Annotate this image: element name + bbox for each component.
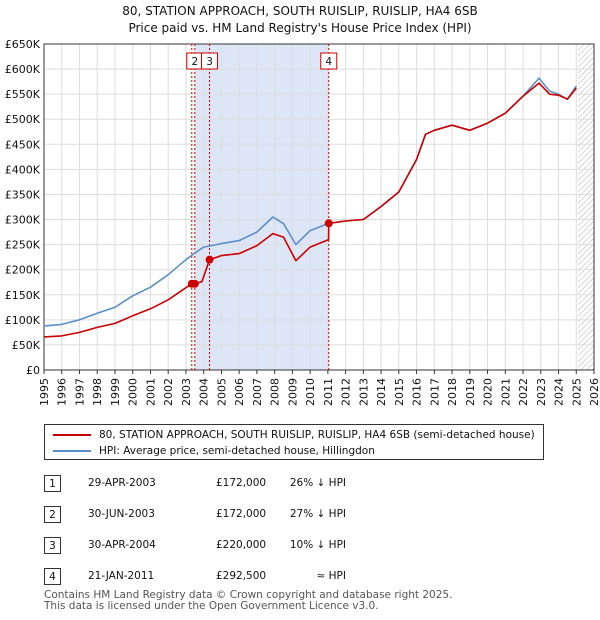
x-tick-label: 2019	[464, 378, 477, 406]
x-tick-label: 2007	[251, 378, 264, 406]
x-tick-label: 2000	[127, 378, 140, 406]
x-tick-label: 1996	[56, 378, 69, 406]
x-tick-label: 1995	[38, 378, 51, 406]
shaded-range-1	[194, 44, 210, 370]
sale-badge: 4	[44, 568, 61, 585]
y-tick-label: £550K	[5, 88, 41, 101]
footer: Contains HM Land Registry data © Crown c…	[44, 590, 452, 612]
sale-hpi: 27% ↓ HPI	[289, 508, 346, 520]
y-tick-label: £600K	[5, 63, 41, 76]
sale-badge: 3	[44, 537, 61, 554]
legend-item-hpi: HPI: Average price, semi-detached house,…	[53, 443, 375, 459]
x-tick-label: 2023	[535, 378, 548, 406]
sale-date: 30-APR-2004	[88, 539, 156, 551]
legend-swatch-property	[53, 434, 91, 436]
x-tick-label: 2013	[357, 378, 370, 406]
y-tick-label: £300K	[5, 214, 41, 227]
x-tick-label: 2018	[446, 378, 459, 406]
x-tick-label: 2003	[180, 378, 193, 406]
sale-price: £220,000	[216, 539, 267, 551]
sale-hpi: 26% ↓ HPI	[289, 477, 346, 489]
sale-hpi: 10% ↓ HPI	[289, 539, 346, 551]
x-tick-label: 2016	[411, 378, 424, 406]
series-line-property	[43, 82, 577, 338]
sale-date: 21-JAN-2011	[88, 570, 155, 582]
y-tick-label: £350K	[5, 188, 41, 201]
x-tick-label: 2017	[428, 378, 441, 406]
x-tick-label: 2012	[340, 378, 353, 406]
sale-price: £172,000	[216, 508, 267, 520]
marker-box-label-4: 4	[325, 56, 332, 68]
sale-date: 29-APR-2003	[88, 477, 156, 489]
x-tick-label: 2024	[553, 378, 566, 406]
y-tick-label: £100K	[5, 314, 41, 327]
x-tick-label: 2026	[588, 378, 600, 406]
legend-item-property: 80, STATION APPROACH, SOUTH RUISLIP, RUI…	[53, 427, 535, 443]
legend-label-hpi: HPI: Average price, semi-detached house,…	[99, 445, 375, 457]
price-chart: £0 £50K £100K £150K £200K £250K £300K £350K £400…	[5, 38, 600, 406]
chart-subtitle: Price paid vs. HM Land Registry's House …	[128, 21, 472, 35]
x-tick-label: 2004	[198, 378, 211, 406]
sale-price: £292,500	[216, 570, 267, 582]
y-tick-label: £450K	[5, 138, 41, 151]
y-tick-label: £50K	[12, 339, 41, 352]
x-tick-label: 2005	[215, 378, 228, 406]
x-tick-label: 2015	[393, 378, 406, 406]
y-tick-label: £650K	[5, 38, 41, 51]
x-tick-label: 2011	[322, 378, 335, 406]
x-tick-label: 2002	[162, 378, 175, 406]
shaded-range-2	[209, 44, 329, 370]
x-tick-label: 2020	[482, 378, 495, 406]
sale-badge: 1	[44, 475, 61, 492]
x-tick-label: 2006	[233, 378, 246, 406]
legend-label-property: 80, STATION APPROACH, SOUTH RUISLIP, RUI…	[99, 429, 535, 441]
sale-point-2	[190, 279, 199, 288]
x-tick-label: 2022	[517, 378, 530, 406]
y-tick-label: £250K	[5, 239, 41, 252]
x-tick-label: 1997	[73, 378, 86, 406]
marker-box-label-3: 3	[206, 56, 213, 68]
sale-hpi: ≈ HPI	[316, 570, 346, 582]
future-hatch	[578, 44, 594, 370]
sale-badge: 2	[44, 506, 61, 523]
sale-price: £172,000	[216, 477, 267, 489]
sale-point-4	[324, 219, 333, 228]
legend-swatch-hpi	[53, 450, 91, 452]
x-tick-label: 2009	[286, 378, 299, 406]
y-tick-label: £150K	[5, 289, 41, 302]
x-tick-label: 2008	[269, 378, 282, 406]
sale-date: 30-JUN-2003	[88, 508, 155, 520]
x-tick-label: 2014	[375, 378, 388, 406]
y-tick-label: £0	[26, 364, 40, 377]
marker-box-4	[320, 52, 338, 70]
x-tick-label: 2010	[304, 378, 317, 406]
y-tick-label: £200K	[5, 264, 41, 277]
chart-title: 80, STATION APPROACH, SOUTH RUISLIP, RUI…	[122, 4, 478, 18]
x-tick-label: 2021	[499, 378, 512, 406]
legend: 80, STATION APPROACH, SOUTH RUISLIP, RUI…	[44, 424, 544, 460]
y-tick-label: £500K	[5, 113, 41, 126]
x-tick-label: 2025	[570, 378, 583, 406]
plot-frame	[43, 43, 595, 371]
y-tick-label: £400K	[5, 163, 41, 176]
sale-point-3	[205, 255, 214, 264]
x-tick-label: 1998	[91, 378, 104, 406]
marker-box-3	[201, 52, 219, 70]
marker-box-label-2: 2	[191, 56, 198, 68]
x-tick-label: 1999	[109, 378, 122, 406]
footer-line-1: Contains HM Land Registry data © Crown c…	[44, 589, 453, 601]
x-tick-label: 2001	[144, 378, 157, 406]
footer-line-2: This data is licensed under the Open Gov…	[44, 600, 379, 612]
